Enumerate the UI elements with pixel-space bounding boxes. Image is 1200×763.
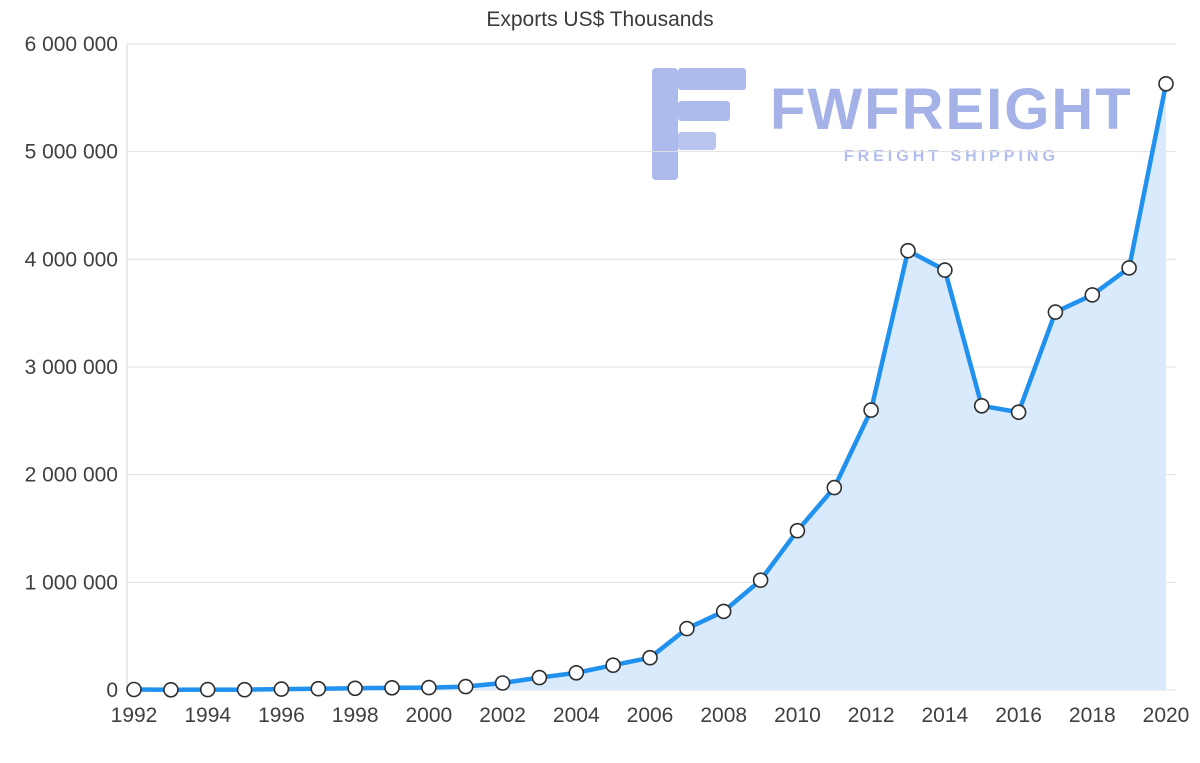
y-axis-label: 3 000 000	[25, 356, 118, 379]
x-axis-label: 1998	[332, 704, 379, 727]
x-axis-label: 2020	[1143, 704, 1190, 727]
y-axis-label: 2 000 000	[25, 464, 118, 487]
data-point-marker	[1084, 287, 1101, 303]
x-axis-label: 2008	[700, 704, 747, 727]
data-point-marker	[126, 681, 142, 698]
data-point-marker	[826, 479, 843, 496]
data-point-marker	[900, 242, 916, 259]
data-point-marker	[199, 681, 216, 698]
x-axis-label: 2006	[627, 704, 674, 727]
y-axis-label: 6 000 000	[25, 33, 118, 56]
x-axis-label: 2000	[405, 704, 452, 727]
data-point-marker	[236, 681, 253, 698]
data-point-marker	[347, 680, 363, 697]
x-axis-label: 2014	[921, 704, 968, 727]
data-point-marker	[1010, 404, 1027, 421]
data-point-marker	[642, 649, 658, 666]
x-axis-label: 2002	[479, 704, 526, 727]
x-axis-label: 1996	[258, 704, 305, 727]
chart-title: Exports US$ Thousands	[486, 8, 714, 31]
y-axis-label: 0	[106, 679, 118, 702]
data-point-marker	[421, 679, 437, 696]
data-point-marker	[715, 603, 732, 620]
data-point-marker	[679, 620, 695, 637]
y-axis-label: 5 000 000	[25, 141, 118, 164]
x-axis-label: 2018	[1069, 704, 1116, 727]
x-axis-label: 2004	[553, 704, 600, 727]
area-fill	[134, 83, 1166, 691]
y-axis-label: 4 000 000	[25, 248, 118, 271]
data-point-marker	[1121, 260, 1137, 276]
data-point-marker	[1158, 76, 1174, 92]
x-axis-label: 2016	[995, 704, 1042, 727]
data-point-marker	[863, 402, 879, 418]
x-axis-label: 2010	[774, 704, 821, 727]
data-point-marker	[384, 679, 400, 696]
data-point-marker	[752, 572, 769, 589]
data-point-marker	[273, 681, 290, 697]
data-point-marker	[531, 669, 548, 686]
data-point-marker	[494, 675, 511, 691]
data-point-marker	[1047, 304, 1064, 320]
data-point-marker	[457, 678, 474, 695]
data-point-marker	[789, 522, 806, 539]
x-axis-label: 2012	[848, 704, 895, 727]
data-point-marker	[163, 681, 179, 698]
data-point-marker	[310, 680, 327, 697]
data-point-marker	[605, 657, 621, 674]
x-axis-label: 1992	[111, 704, 158, 727]
data-point-marker	[568, 664, 585, 681]
y-axis-label: 1 000 000	[25, 571, 118, 594]
data-point-marker	[973, 397, 990, 414]
data-point-marker	[937, 262, 953, 278]
x-axis-label: 1994	[184, 704, 231, 727]
